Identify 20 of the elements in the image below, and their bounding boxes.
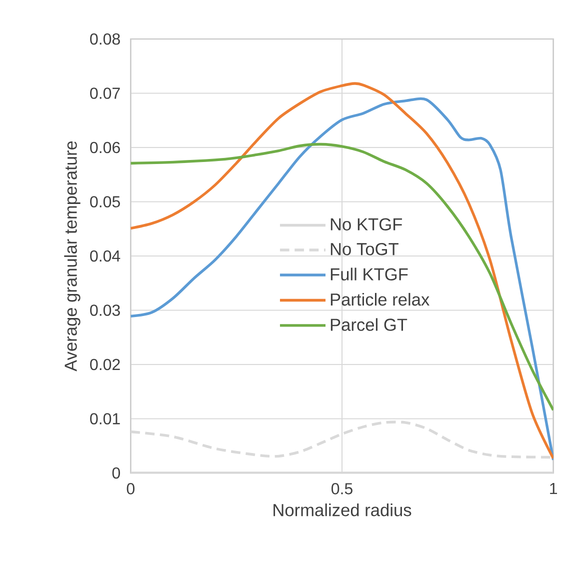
y-tick-label: 0.06: [90, 142, 120, 154]
y-tick-label: 0.07: [90, 88, 120, 99]
legend-label: Particle relax: [330, 292, 430, 306]
y-tick-label: 0.04: [90, 250, 120, 262]
y-tick-label: 0.05: [90, 196, 120, 208]
x-tick-label: 0: [126, 483, 135, 494]
x-tick-label: 0.5: [332, 483, 352, 494]
y-tick-label: 0: [112, 467, 120, 479]
legend-label: No ToGT: [330, 242, 398, 256]
y-tick-label: 0.03: [90, 304, 120, 316]
y-tick-label: 0.01: [90, 413, 120, 424]
legend-label: Full KTGF: [330, 268, 408, 280]
y-axis-title: Average granular temperature: [64, 141, 80, 372]
line-series: [130, 142, 554, 412]
legend-label: No KTGF: [330, 218, 402, 230]
x-tick-label: 1: [550, 483, 557, 494]
x-axis-title: Normalized radius: [274, 504, 412, 516]
legend-label: Parcel GT: [330, 318, 408, 331]
y-tick-label: 0.02: [90, 358, 120, 370]
y-tick-label: 0.08: [90, 33, 120, 45]
